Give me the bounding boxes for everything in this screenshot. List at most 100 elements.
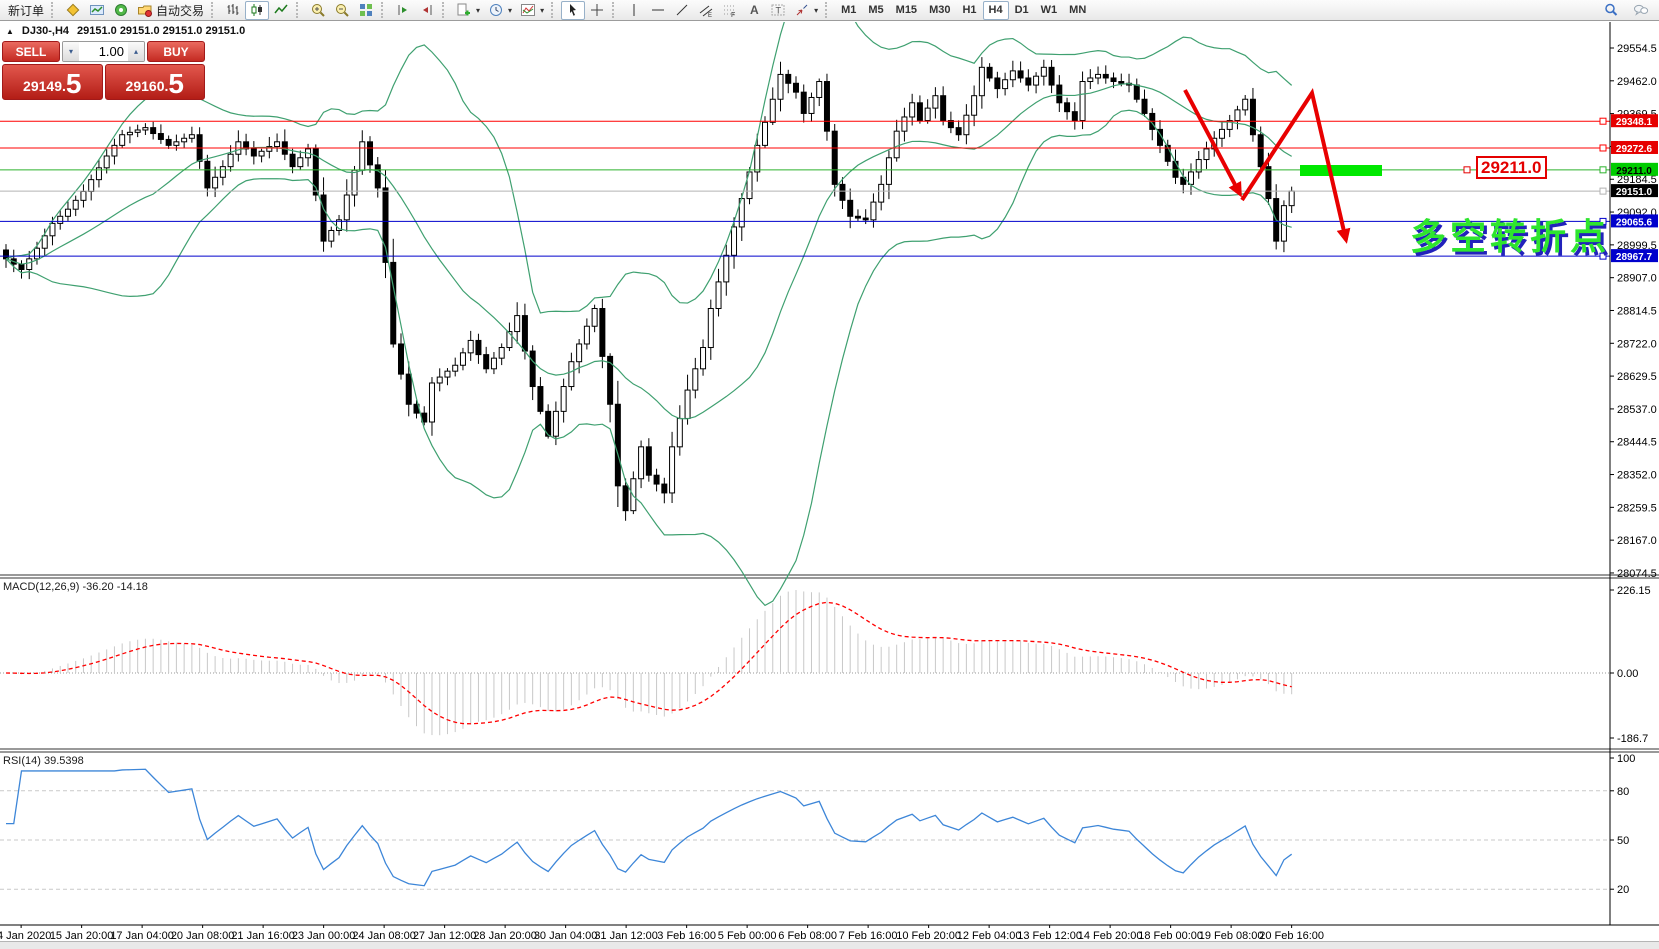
line-chart-button[interactable]: [269, 1, 293, 20]
svg-text:29211.0: 29211.0: [1616, 166, 1652, 177]
zoom-in-button[interactable]: [306, 1, 330, 20]
horizontal-line-button[interactable]: [646, 1, 670, 20]
vertical-line-button[interactable]: [622, 1, 646, 20]
sell-price-button[interactable]: 29149. 5: [2, 64, 103, 100]
svg-text:A: A: [750, 3, 759, 17]
crosshair-button[interactable]: [585, 1, 609, 20]
chart-shift-button[interactable]: [415, 1, 439, 20]
time-tick: 7 Feb 16:00: [839, 930, 898, 942]
cursor-button[interactable]: [561, 0, 586, 20]
price-tick: 29554.5: [1617, 43, 1657, 55]
price-tick: 28259.5: [1617, 502, 1657, 514]
candles-layer: [3, 57, 1295, 521]
svg-text:29065.6: 29065.6: [1616, 217, 1653, 228]
time-tick: 10 Feb 20:00: [896, 930, 961, 942]
autotrading-button[interactable]: 自动交易: [133, 1, 208, 20]
arrows-button[interactable]: ▾: [790, 1, 822, 20]
legend-arrow-icon: ▲: [6, 26, 14, 36]
price-badge: [1611, 214, 1658, 228]
vline-icon: [633, 4, 635, 16]
price-tick: 28814.5: [1617, 305, 1657, 317]
new-chart-button[interactable]: ▾: [452, 1, 484, 20]
one-click-trading-panel: SELL ▾ ▴ BUY 29149.5 29160.5: [2, 41, 205, 100]
terminal-button[interactable]: [85, 1, 109, 20]
chart-region: 29554.529462.029369.529277.029184.529092…: [0, 22, 1659, 949]
cursor-icon: [570, 4, 577, 16]
new-order-button-label: 新订单: [8, 3, 45, 18]
tf-mn-button[interactable]: MN: [1063, 1, 1092, 20]
time-tick: 5 Feb 00:00: [718, 930, 777, 942]
shift-icon: [423, 5, 432, 15]
bollinger-lower: [5, 109, 1292, 607]
tf-h1-button[interactable]: H1: [956, 1, 982, 20]
volume-decrease-button[interactable]: ▾: [63, 42, 79, 61]
text-button[interactable]: A: [742, 1, 766, 20]
toolbar-separator: [442, 2, 449, 18]
price-tick: 28074.5: [1617, 568, 1657, 580]
indicators-button[interactable]: ▾: [516, 1, 548, 20]
price-badge: [1611, 249, 1658, 263]
tf-m1-button[interactable]: M1: [835, 1, 862, 20]
time-tick: 14 Jan 2020: [0, 930, 51, 942]
price-tick: 28629.5: [1617, 371, 1657, 383]
rsi-indicator-label: RSI(14) 39.5398: [3, 755, 84, 767]
chat-button[interactable]: [1629, 1, 1653, 20]
chart-canvas[interactable]: 29554.529462.029369.529277.029184.529092…: [0, 22, 1659, 948]
profiles-button[interactable]: ▾: [484, 1, 516, 20]
turning-point-label[interactable]: 多空转折点: [1410, 216, 1611, 257]
svg-text:29272.6: 29272.6: [1616, 144, 1653, 155]
tf-m15-button[interactable]: M15: [890, 1, 923, 20]
toolbar-separator: [825, 2, 832, 18]
bollinger-middle: [5, 83, 1292, 420]
green-highlight-bar[interactable]: [1300, 165, 1382, 176]
legend-ohlc: 29151.0 29151.0 29151.0 29151.0: [77, 25, 246, 37]
time-tick: 30 Jan 04:00: [534, 930, 598, 942]
volume-input[interactable]: [79, 42, 128, 61]
svg-text:28967.7: 28967.7: [1616, 252, 1653, 263]
time-tick: 24 Jan 08:00: [352, 930, 416, 942]
bar-chart-button[interactable]: [221, 1, 245, 20]
tf-m30-button-label: M30: [929, 4, 951, 16]
candlestick-button[interactable]: [245, 0, 270, 20]
price-tick: 28444.5: [1617, 437, 1657, 449]
tf-m30-button[interactable]: M30: [923, 1, 956, 20]
svg-text:T: T: [776, 6, 782, 16]
tf-w1-button[interactable]: W1: [1035, 1, 1064, 20]
dropdown-arrow-icon: ▾: [476, 5, 481, 15]
time-tick: 14 Feb 20:00: [1078, 930, 1143, 942]
indicator-levels: [0, 672, 1610, 890]
label-button[interactable]: T: [766, 1, 790, 20]
zoom-out-button[interactable]: [330, 1, 354, 20]
trendline-button[interactable]: [670, 1, 694, 20]
buy-button[interactable]: BUY: [147, 41, 205, 62]
toolbar-separator: [296, 2, 303, 18]
macd-tick: 0.00: [1617, 668, 1638, 680]
linechart-icon: [274, 4, 288, 14]
sell-button[interactable]: SELL: [2, 41, 60, 62]
time-tick: 6 Feb 08:00: [778, 930, 837, 942]
autoscroll-icon: [398, 5, 408, 15]
price-badge: [1611, 114, 1658, 128]
price-tick: 29462.0: [1617, 76, 1657, 88]
zoomout-icon: [336, 4, 349, 17]
toolbar-right: [1599, 1, 1659, 20]
volume-increase-button[interactable]: ▴: [128, 42, 144, 61]
tf-d1-button[interactable]: D1: [1009, 1, 1035, 20]
time-tick: 18 Feb 00:00: [1138, 930, 1203, 942]
fibonacci-button[interactable]: F: [718, 1, 742, 20]
tile-windows-button[interactable]: [354, 1, 378, 20]
auto-scroll-button[interactable]: [391, 1, 415, 20]
new-order-button[interactable]: 新订单: [4, 1, 48, 20]
price-annotation-box[interactable]: 29211.0: [1476, 156, 1547, 179]
search-icon: [1605, 3, 1618, 16]
search-button[interactable]: [1599, 1, 1623, 20]
tf-m5-button[interactable]: M5: [862, 1, 889, 20]
buy-price-button[interactable]: 29160. 5: [104, 64, 205, 100]
bollinger-upper: [5, 22, 1293, 314]
metaeditor-button[interactable]: [61, 1, 85, 20]
price-axis-labels: 29554.529462.029369.529277.029184.529092…: [1610, 43, 1657, 896]
channel-button[interactable]: E: [694, 1, 718, 20]
signals-button[interactable]: [109, 1, 133, 20]
tf-h4-button[interactable]: H4: [982, 0, 1009, 20]
